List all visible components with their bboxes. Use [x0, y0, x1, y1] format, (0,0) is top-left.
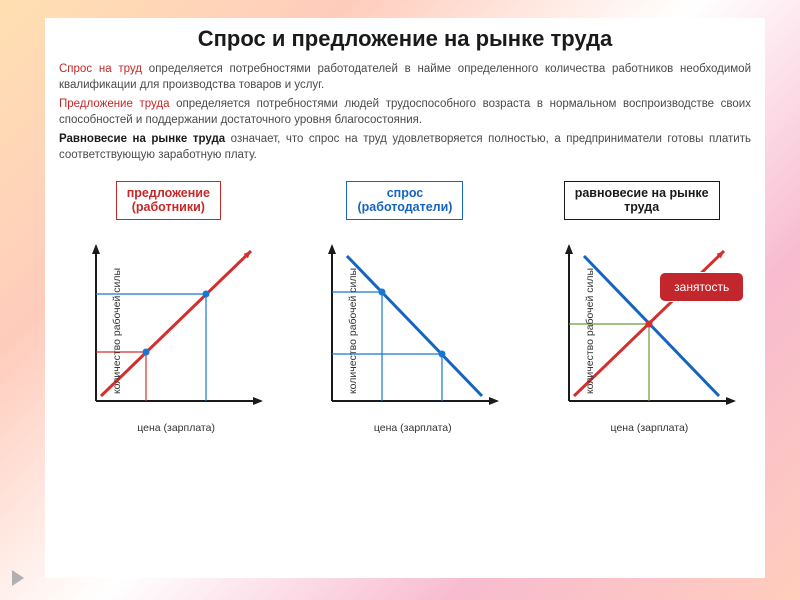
chart-label-line1: предложение [127, 186, 210, 200]
y-axis-label: количество рабочей силы [584, 268, 596, 394]
content-panel: Спрос и предложение на рынке труда Спрос… [45, 18, 765, 578]
chart-svg-1 [292, 226, 517, 436]
chart-svg-2 [529, 226, 754, 436]
chart-label-2: равновесие на рынкетруда [564, 181, 720, 220]
chart-wrap-0: количество рабочей силы цена (зарплата) [56, 226, 281, 436]
page-title: Спрос и предложение на рынке труда [45, 18, 765, 62]
x-axis-label: цена (зарплата) [374, 422, 452, 434]
chart-label-line2: (работники) [132, 200, 205, 214]
y-axis-label: количество рабочей силы [111, 268, 123, 394]
chart-wrap-2: количество рабочей силы цена (зарплата) за… [529, 226, 754, 436]
chart-cell-1: спрос(работодатели) количество рабочей си… [292, 181, 517, 436]
charts-row: предложение(работники) количество рабочей… [45, 167, 765, 436]
chart-label-line2: труда [624, 200, 659, 214]
chart-label-0: предложение(работники) [116, 181, 221, 220]
y-axis-label: количество рабочей силы [348, 268, 360, 394]
chart-label-line2: (работодатели) [357, 200, 452, 214]
term-demand: Спрос на труд [59, 63, 142, 75]
chart-cell-2: равновесие на рынкетруда количество рабоч… [529, 181, 754, 436]
chart-svg-0 [56, 226, 281, 436]
chart-label-line1: спрос [387, 186, 424, 200]
term-supply: Предложение труда [59, 98, 170, 110]
play-icon[interactable] [12, 570, 24, 586]
chart-label-1: спрос(работодатели) [346, 181, 463, 220]
chart-label-line1: равновесие на рынке [575, 186, 709, 200]
definition-supply: Предложение труда определяется потребнос… [45, 97, 765, 132]
definition-equilibrium: Равновесие на рынке труда означает, что … [45, 132, 765, 167]
term-equilibrium: Равновесие на рынке труда [59, 133, 225, 145]
x-axis-label: цена (зарплата) [611, 422, 689, 434]
chart-wrap-1: количество рабочей силы цена (зарплата) [292, 226, 517, 436]
chart-cell-0: предложение(работники) количество рабочей… [56, 181, 281, 436]
employment-tag: занятость [659, 272, 744, 302]
text-demand: определяется потребностями работодателей… [59, 63, 751, 91]
x-axis-label: цена (зарплата) [137, 422, 215, 434]
definition-demand: Спрос на труд определяется потребностями… [45, 62, 765, 97]
